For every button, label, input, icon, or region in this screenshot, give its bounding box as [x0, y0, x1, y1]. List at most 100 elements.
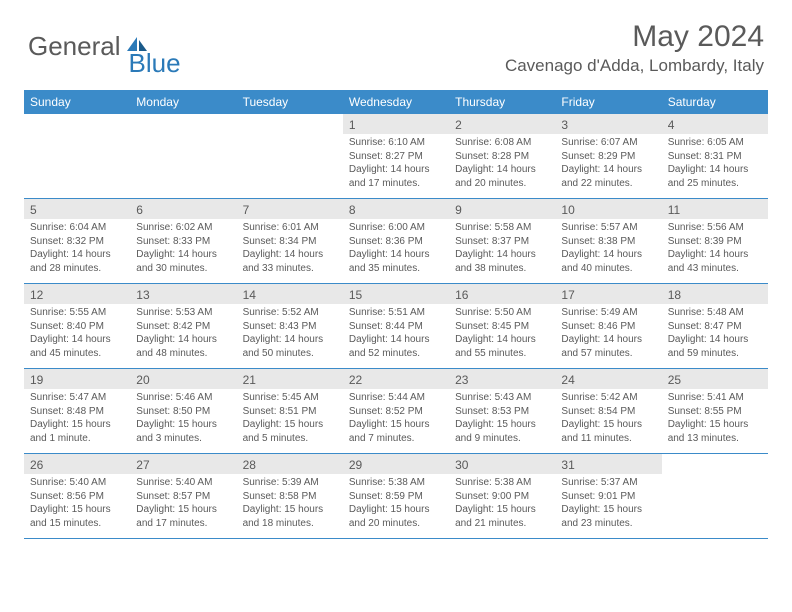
sunset-text: Sunset: 8:46 PM	[561, 320, 655, 334]
sunrise-text: Sunrise: 6:00 AM	[349, 221, 443, 235]
sunrise-text: Sunrise: 6:02 AM	[136, 221, 230, 235]
daylight-text: Daylight: 15 hours and 18 minutes.	[243, 503, 337, 530]
calendar-day-cell: 1Sunrise: 6:10 AMSunset: 8:27 PMDaylight…	[343, 114, 449, 198]
sunrise-text: Sunrise: 5:51 AM	[349, 306, 443, 320]
calendar-day-cell: 24Sunrise: 5:42 AMSunset: 8:54 PMDayligh…	[555, 369, 661, 453]
calendar-day-cell: 20Sunrise: 5:46 AMSunset: 8:50 PMDayligh…	[130, 369, 236, 453]
sunrise-text: Sunrise: 6:04 AM	[30, 221, 124, 235]
day-number: 29	[343, 454, 449, 474]
sunset-text: Sunset: 8:39 PM	[668, 235, 762, 249]
sunset-text: Sunset: 8:57 PM	[136, 490, 230, 504]
weekday-header: Thursday	[449, 90, 555, 114]
weekday-header: Monday	[130, 90, 236, 114]
daylight-text: Daylight: 14 hours and 38 minutes.	[455, 248, 549, 275]
calendar-day-cell: 5Sunrise: 6:04 AMSunset: 8:32 PMDaylight…	[24, 199, 130, 283]
calendar-day-cell: 21Sunrise: 5:45 AMSunset: 8:51 PMDayligh…	[237, 369, 343, 453]
daylight-text: Daylight: 15 hours and 1 minute.	[30, 418, 124, 445]
calendar-day-cell: 31Sunrise: 5:37 AMSunset: 9:01 PMDayligh…	[555, 454, 661, 538]
sunrise-text: Sunrise: 5:48 AM	[668, 306, 762, 320]
sunset-text: Sunset: 9:00 PM	[455, 490, 549, 504]
calendar-week-row: 5Sunrise: 6:04 AMSunset: 8:32 PMDaylight…	[24, 199, 768, 284]
daylight-text: Daylight: 14 hours and 45 minutes.	[30, 333, 124, 360]
daylight-text: Daylight: 15 hours and 13 minutes.	[668, 418, 762, 445]
calendar-day-cell: 4Sunrise: 6:05 AMSunset: 8:31 PMDaylight…	[662, 114, 768, 198]
sunrise-text: Sunrise: 5:43 AM	[455, 391, 549, 405]
sunrise-text: Sunrise: 6:05 AM	[668, 136, 762, 150]
calendar-day-cell: 12Sunrise: 5:55 AMSunset: 8:40 PMDayligh…	[24, 284, 130, 368]
day-number: 24	[555, 369, 661, 389]
sunrise-text: Sunrise: 5:56 AM	[668, 221, 762, 235]
calendar-day-cell: 17 Sunrise: 5:49 AMSunset: 8:46 PMDayligh…	[555, 284, 661, 368]
sunrise-text: Sunrise: 5:53 AM	[136, 306, 230, 320]
sunrise-text: Sunrise: 6:07 AM	[561, 136, 655, 150]
daylight-text: Daylight: 14 hours and 22 minutes.	[561, 163, 655, 190]
day-number: 22	[343, 369, 449, 389]
calendar-day-cell: 3Sunrise: 6:07 AMSunset: 8:29 PMDaylight…	[555, 114, 661, 198]
sunset-text: Sunset: 8:53 PM	[455, 405, 549, 419]
sunrise-text: Sunrise: 5:50 AM	[455, 306, 549, 320]
sunrise-text: Sunrise: 5:45 AM	[243, 391, 337, 405]
sunset-text: Sunset: 8:45 PM	[455, 320, 549, 334]
calendar-day-cell: 29Sunrise: 5:38 AMSunset: 8:59 PMDayligh…	[343, 454, 449, 538]
calendar-day-cell: 11Sunrise: 5:56 AMSunset: 8:39 PMDayligh…	[662, 199, 768, 283]
calendar-day-cell: 25Sunrise: 5:41 AMSunset: 8:55 PMDayligh…	[662, 369, 768, 453]
calendar-day-cell: 2Sunrise: 6:08 AMSunset: 8:28 PMDaylight…	[449, 114, 555, 198]
daylight-text: Daylight: 14 hours and 50 minutes.	[243, 333, 337, 360]
sunset-text: Sunset: 8:44 PM	[349, 320, 443, 334]
sunset-text: Sunset: 8:55 PM	[668, 405, 762, 419]
sunset-text: Sunset: 8:40 PM	[30, 320, 124, 334]
daylight-text: Daylight: 14 hours and 30 minutes.	[136, 248, 230, 275]
calendar-day-cell: 9Sunrise: 5:58 AMSunset: 8:37 PMDaylight…	[449, 199, 555, 283]
sunset-text: Sunset: 8:50 PM	[136, 405, 230, 419]
location-subtitle: Cavenago d'Adda, Lombardy, Italy	[505, 56, 764, 76]
sunset-text: Sunset: 8:28 PM	[455, 150, 549, 164]
calendar-week-row: 26Sunrise: 5:40 AMSunset: 8:56 PMDayligh…	[24, 454, 768, 539]
logo-text-general: General	[28, 31, 121, 62]
sunrise-text: Sunrise: 5:38 AM	[349, 476, 443, 490]
calendar-week-row: 19Sunrise: 5:47 AMSunset: 8:48 PMDayligh…	[24, 369, 768, 454]
day-number: 16	[449, 284, 555, 304]
day-number: 31	[555, 454, 661, 474]
calendar-day-cell: 13Sunrise: 5:53 AMSunset: 8:42 PMDayligh…	[130, 284, 236, 368]
day-number: 18	[662, 284, 768, 304]
sunset-text: Sunset: 8:43 PM	[243, 320, 337, 334]
sunset-text: Sunset: 8:32 PM	[30, 235, 124, 249]
calendar-day-cell	[24, 114, 130, 198]
sunrise-text: Sunrise: 5:47 AM	[30, 391, 124, 405]
sunset-text: Sunset: 8:42 PM	[136, 320, 230, 334]
calendar-day-cell: 16Sunrise: 5:50 AMSunset: 8:45 PMDayligh…	[449, 284, 555, 368]
title-block: May 2024 Cavenago d'Adda, Lombardy, Ital…	[505, 20, 764, 76]
daylight-text: Daylight: 14 hours and 20 minutes.	[455, 163, 549, 190]
calendar-week-row: 12Sunrise: 5:55 AMSunset: 8:40 PMDayligh…	[24, 284, 768, 369]
sunset-text: Sunset: 8:29 PM	[561, 150, 655, 164]
sunset-text: Sunset: 9:01 PM	[561, 490, 655, 504]
sunset-text: Sunset: 8:37 PM	[455, 235, 549, 249]
calendar-day-cell: 18Sunrise: 5:48 AMSunset: 8:47 PMDayligh…	[662, 284, 768, 368]
day-number: 12	[24, 284, 130, 304]
day-number: 27	[130, 454, 236, 474]
sunset-text: Sunset: 8:59 PM	[349, 490, 443, 504]
sunset-text: Sunset: 8:48 PM	[30, 405, 124, 419]
sunset-text: Sunset: 8:27 PM	[349, 150, 443, 164]
sunrise-text: Sunrise: 5:40 AM	[136, 476, 230, 490]
daylight-text: Daylight: 14 hours and 28 minutes.	[30, 248, 124, 275]
sunrise-text: Sunrise: 6:01 AM	[243, 221, 337, 235]
daylight-text: Daylight: 15 hours and 11 minutes.	[561, 418, 655, 445]
calendar-week-row: 1Sunrise: 6:10 AMSunset: 8:27 PMDaylight…	[24, 114, 768, 199]
sunrise-text: Sunrise: 5:58 AM	[455, 221, 549, 235]
calendar-day-cell: 30Sunrise: 5:38 AMSunset: 9:00 PMDayligh…	[449, 454, 555, 538]
sunrise-text: Sunrise: 5:38 AM	[455, 476, 549, 490]
day-number: 26	[24, 454, 130, 474]
daylight-text: Daylight: 15 hours and 7 minutes.	[349, 418, 443, 445]
daylight-text: Daylight: 14 hours and 48 minutes.	[136, 333, 230, 360]
day-number: 10	[555, 199, 661, 219]
sunrise-text: Sunrise: 5:49 AM	[561, 306, 655, 320]
day-number: 17	[555, 284, 661, 304]
daylight-text: Daylight: 15 hours and 5 minutes.	[243, 418, 337, 445]
sunset-text: Sunset: 8:36 PM	[349, 235, 443, 249]
day-number: 21	[237, 369, 343, 389]
day-number: 23	[449, 369, 555, 389]
daylight-text: Daylight: 15 hours and 23 minutes.	[561, 503, 655, 530]
sunrise-text: Sunrise: 6:10 AM	[349, 136, 443, 150]
daylight-text: Daylight: 14 hours and 57 minutes.	[561, 333, 655, 360]
